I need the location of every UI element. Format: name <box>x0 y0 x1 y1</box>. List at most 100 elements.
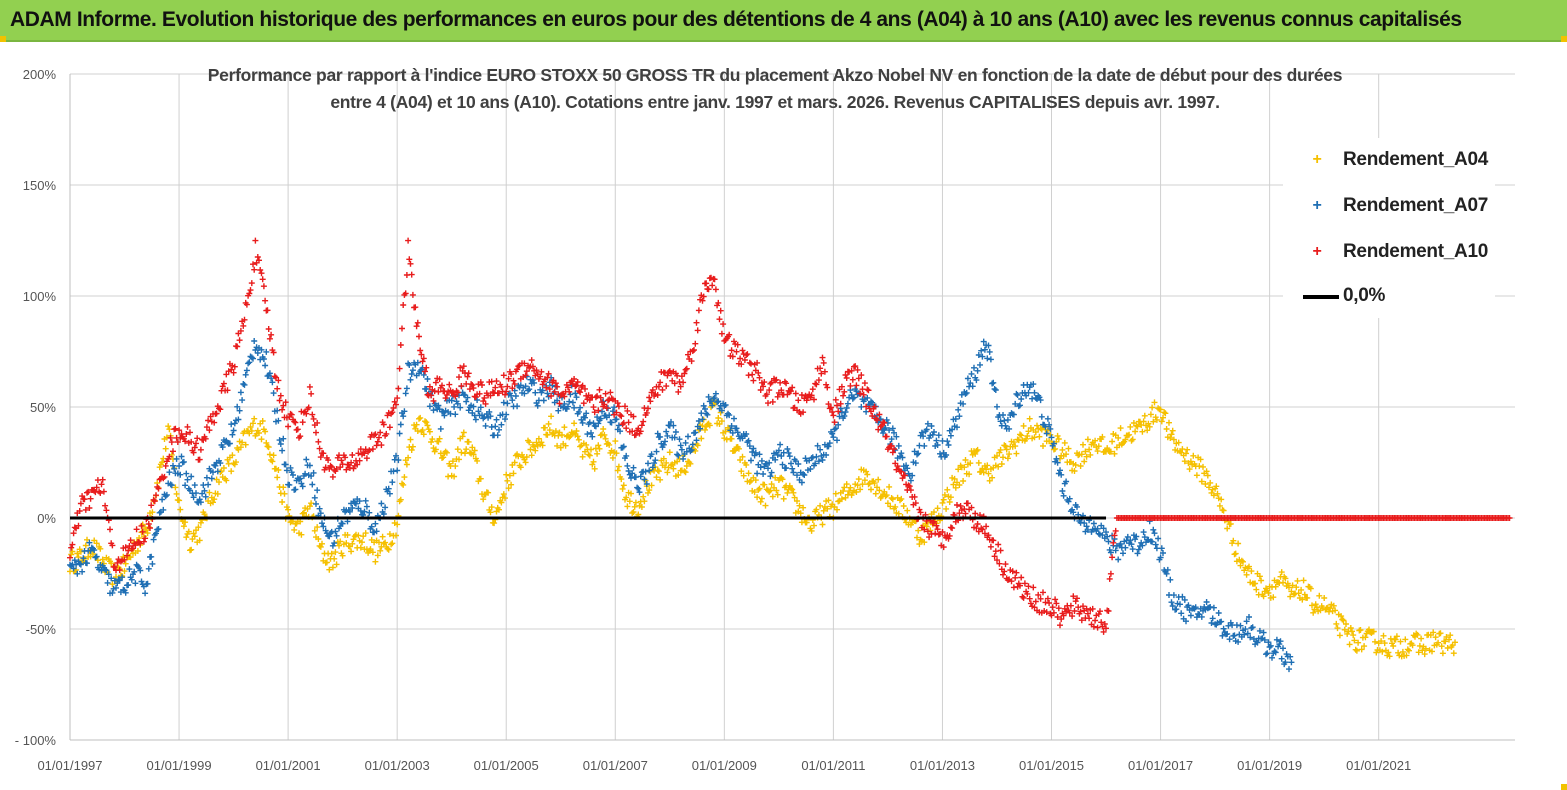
data-point <box>241 381 248 388</box>
data-point <box>791 494 798 501</box>
data-point <box>229 452 236 459</box>
data-point <box>285 506 292 513</box>
data-point <box>1020 594 1027 601</box>
data-point <box>1090 520 1097 527</box>
data-point <box>1361 643 1368 650</box>
data-point <box>332 528 339 535</box>
data-point <box>748 360 754 367</box>
data-point <box>534 402 541 409</box>
data-point <box>817 502 824 509</box>
data-point <box>573 428 580 434</box>
data-point <box>819 354 826 361</box>
data-point <box>1289 582 1296 589</box>
data-point <box>251 415 258 422</box>
data-point <box>575 436 582 443</box>
data-point <box>685 433 691 440</box>
data-point <box>389 540 396 547</box>
data-point <box>645 405 651 412</box>
data-point <box>384 545 391 552</box>
data-point <box>712 286 719 293</box>
data-point <box>385 485 392 492</box>
data-point <box>789 486 796 493</box>
data-point <box>615 422 622 429</box>
data-point <box>280 484 287 491</box>
data-point <box>475 408 482 415</box>
data-point <box>800 471 807 478</box>
data-point <box>460 429 467 436</box>
chart-title-line-1: Performance par rapport à l'indice EURO … <box>207 65 1343 85</box>
data-point <box>990 537 997 544</box>
data-point <box>829 430 836 437</box>
data-point <box>247 287 254 294</box>
data-point <box>868 398 874 405</box>
data-point <box>1218 496 1225 503</box>
data-point <box>173 455 180 462</box>
data-point <box>156 464 163 471</box>
data-point <box>1111 450 1118 457</box>
data-point <box>463 446 470 453</box>
x-tick-label: 01/01/2005 <box>474 758 539 773</box>
data-point <box>889 496 896 503</box>
data-point <box>962 457 969 463</box>
data-point <box>132 580 139 587</box>
data-point <box>765 465 771 472</box>
data-point <box>426 403 433 410</box>
data-point <box>614 467 621 474</box>
data-point <box>750 377 757 384</box>
data-point <box>309 411 316 418</box>
data-point <box>1338 613 1345 620</box>
data-point <box>337 538 344 545</box>
data-point <box>457 404 464 411</box>
data-point <box>403 385 410 392</box>
data-point <box>413 323 420 330</box>
data-point <box>469 444 476 451</box>
data-point <box>402 390 409 397</box>
data-point <box>646 467 653 474</box>
data-point <box>618 413 625 420</box>
data-point <box>779 461 786 468</box>
data-point <box>572 390 579 397</box>
data-point <box>1210 492 1217 499</box>
data-point <box>841 484 848 491</box>
data-point <box>947 494 954 501</box>
data-point <box>527 446 534 453</box>
data-point <box>841 413 848 419</box>
data-point <box>1358 646 1365 653</box>
data-point <box>705 393 712 400</box>
data-point <box>405 237 412 244</box>
data-point <box>649 464 656 471</box>
data-point <box>924 420 931 427</box>
data-point <box>378 500 385 507</box>
data-point <box>706 422 713 429</box>
data-point <box>931 509 937 516</box>
data-point <box>803 519 810 526</box>
data-point <box>973 448 980 454</box>
data-point <box>1141 412 1148 419</box>
data-point <box>393 452 399 459</box>
data-point <box>1127 423 1134 430</box>
data-point <box>491 520 498 527</box>
x-tick-label: 01/01/2003 <box>365 758 430 773</box>
data-point <box>339 520 346 527</box>
data-point <box>162 445 169 452</box>
data-point <box>957 503 964 509</box>
data-point <box>1161 409 1168 416</box>
data-point <box>414 428 421 434</box>
data-point <box>675 452 682 459</box>
data-point <box>733 425 740 432</box>
data-point <box>545 420 552 427</box>
data-point <box>623 425 630 432</box>
data-point <box>1023 435 1030 442</box>
data-point <box>654 430 661 437</box>
data-point <box>659 386 666 393</box>
data-point <box>1105 608 1112 614</box>
data-point <box>992 387 999 393</box>
data-point <box>393 532 399 539</box>
data-point <box>1403 652 1410 659</box>
data-point <box>1109 554 1116 561</box>
data-point <box>1280 579 1286 586</box>
data-point <box>582 414 588 421</box>
data-point <box>236 337 243 344</box>
data-point <box>104 579 111 586</box>
data-point <box>638 504 645 510</box>
